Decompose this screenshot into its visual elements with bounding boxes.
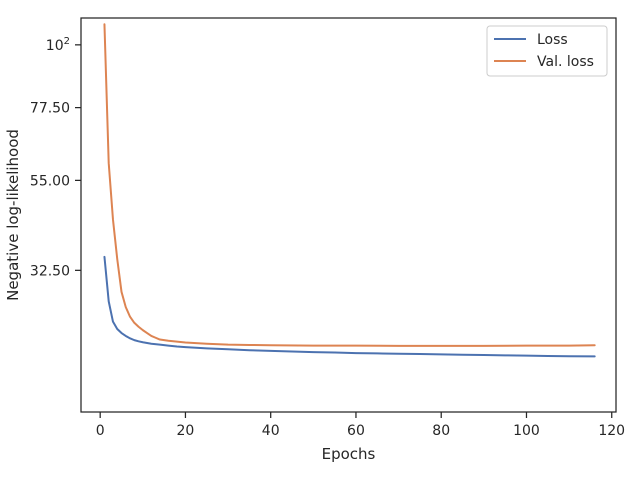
series-line-loss <box>103 255 596 358</box>
y-tick-label: 102 <box>46 36 70 54</box>
x-axis-label: Epochs <box>322 445 376 463</box>
series-lines <box>103 23 596 358</box>
legend: Loss Val. loss <box>486 25 608 77</box>
legend-label: Val. loss <box>537 54 594 70</box>
y-tick-label-base: 32.50 <box>30 263 70 279</box>
x-tick-label: 40 <box>262 423 280 439</box>
y-tick-label: 32.50 <box>30 263 70 279</box>
y-tick-label: 55.00 <box>30 173 70 189</box>
x-tick-label: 20 <box>177 423 195 439</box>
y-tick-label-base: 77.50 <box>30 101 70 117</box>
legend-label: Loss <box>537 32 568 48</box>
x-tick-label: 80 <box>432 423 450 439</box>
x-tick-label: 120 <box>598 423 625 439</box>
x-tick-label: 0 <box>96 423 105 439</box>
x-tick-label: 60 <box>347 423 365 439</box>
y-axis-ticks: 32.50 55.00 77.50 102 <box>30 36 81 279</box>
y-tick-label-base: 10 <box>46 38 64 54</box>
y-axis-label: Negative log-likelihood <box>4 129 22 301</box>
x-axis-ticks: 0 20 40 60 80 100 120 <box>96 412 625 439</box>
y-tick-label: 77.50 <box>30 101 70 117</box>
plot-frame <box>80 17 617 413</box>
y-tick-label-exponent: 2 <box>64 36 70 47</box>
y-tick-label-base: 55.00 <box>30 173 70 189</box>
series-line-val-loss <box>103 23 596 347</box>
x-tick-label: 100 <box>513 423 540 439</box>
